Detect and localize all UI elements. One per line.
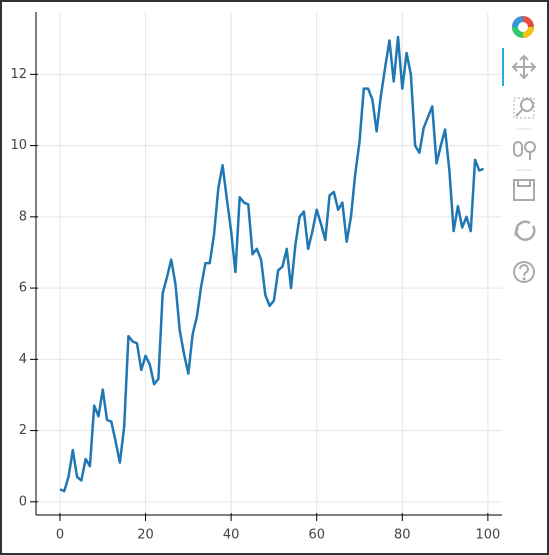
active-tool-indicator <box>502 48 504 86</box>
x-tick-label: 20 <box>137 528 154 543</box>
y-tick-label: 2 <box>19 423 27 438</box>
reset-tool[interactable] <box>514 220 536 241</box>
y-tick-label: 12 <box>10 67 27 82</box>
y-tick-label: 8 <box>19 209 27 224</box>
pan-tool[interactable] <box>511 54 537 80</box>
box-zoom-tool[interactable] <box>513 97 535 119</box>
x-tick-label: 100 <box>475 528 500 543</box>
x-tick-label: 0 <box>56 528 64 543</box>
bokeh-logo[interactable] <box>512 16 534 38</box>
x-tick-label: 40 <box>223 528 240 543</box>
x-tick-label: 60 <box>308 528 325 543</box>
toolbar <box>502 16 537 283</box>
line-series <box>59 35 485 493</box>
y-tick-label: 4 <box>19 352 27 367</box>
y-tick-label: 10 <box>10 138 27 153</box>
x-tick-label: 80 <box>394 528 411 543</box>
plot-area: 0 2 4 6 8 10 12 0 20 40 60 80 100 <box>10 12 502 543</box>
help-tool[interactable] <box>513 261 535 283</box>
wheel-zoom-tool[interactable] <box>513 141 536 160</box>
save-tool[interactable] <box>513 179 535 201</box>
y-tick-label: 0 <box>19 494 27 509</box>
y-tick-label: 6 <box>19 281 27 296</box>
